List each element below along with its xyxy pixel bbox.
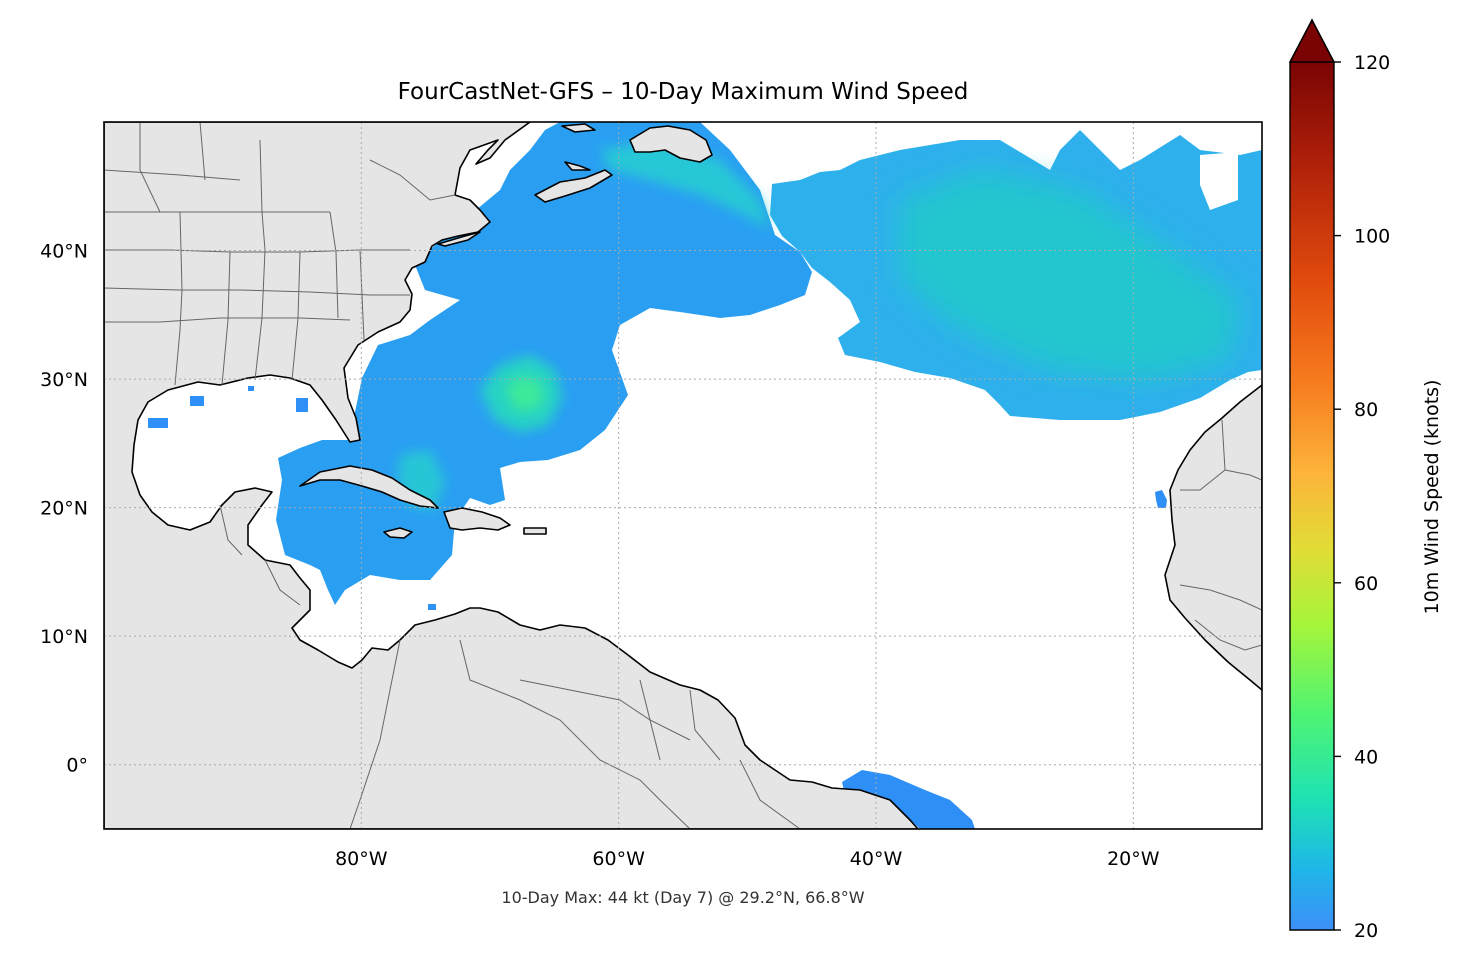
land-anticosti — [561, 123, 596, 133]
land-puerto-rico — [523, 527, 547, 535]
land-north-america — [104, 122, 919, 829]
lon-tick-label: 60°W — [592, 848, 645, 870]
wind-field-spot — [148, 418, 168, 428]
colorbar-extend-arrow — [1288, 18, 1336, 63]
colorbar-tick-label: 60 — [1354, 573, 1378, 595]
land-pei — [564, 161, 591, 171]
wind-field-equatorial — [842, 770, 975, 829]
colorbar-tick-label: 100 — [1354, 226, 1390, 248]
latitude-ticks: 40°N 30°N 20°N 10°N 0° — [40, 241, 88, 777]
longitude-ticks: 80°W 60°W 40°W 20°W — [335, 848, 1160, 870]
colorbar-outline — [1289, 18, 1335, 931]
wind-field-storm-peak — [505, 376, 545, 410]
map-frame — [103, 121, 1263, 830]
gridlines — [104, 122, 1262, 829]
map-title: FourCastNet-GFS – 10-Day Maximum Wind Sp… — [398, 79, 969, 105]
land-africa — [1164, 384, 1262, 691]
land-newfoundland — [629, 125, 713, 163]
wind-field-spot — [428, 604, 436, 610]
land-hispaniola — [443, 507, 511, 531]
colorbar-tick-label: 40 — [1354, 746, 1378, 768]
lat-tick-label: 40°N — [40, 241, 88, 263]
field-gap — [1200, 152, 1238, 210]
wind-field-north-east-core — [900, 170, 1240, 380]
wind-field-cape-verde — [1155, 490, 1167, 508]
colorbar-tick-label: 80 — [1354, 399, 1378, 421]
land — [104, 122, 1262, 829]
land-cuba — [299, 465, 439, 509]
lat-tick-label: 30°N — [40, 369, 88, 391]
lat-tick-label: 0° — [66, 755, 88, 777]
lon-tick-label: 80°W — [335, 848, 388, 870]
wind-field-spot — [190, 396, 204, 406]
colorbar-gradient — [1290, 62, 1334, 930]
land-nova-scotia — [534, 169, 613, 203]
lat-tick-label: 10°N — [40, 626, 88, 648]
lon-tick-label: 40°W — [850, 848, 903, 870]
wind-field-spot — [248, 386, 254, 391]
colorbar: 20 40 60 80 100 120 10m Wind Speed (knots) — [1288, 18, 1443, 942]
colorbar-label: 10m Wind Speed (knots) — [1421, 380, 1443, 615]
colorbar-tick-label: 120 — [1354, 52, 1390, 74]
colorbar-ticks: 20 40 60 80 100 120 — [1334, 52, 1390, 942]
max-wind-footnote: 10-Day Max: 44 kt (Day 7) @ 29.2°N, 66.8… — [501, 888, 864, 907]
lon-tick-label: 20°W — [1107, 848, 1160, 870]
land-long-island — [437, 231, 481, 247]
land-jamaica — [383, 527, 413, 539]
political-borders — [104, 122, 1262, 829]
lat-tick-label: 20°N — [40, 498, 88, 520]
wind-field-spot — [296, 398, 308, 412]
map-panel — [104, 122, 1262, 829]
colorbar-tick-label: 20 — [1354, 920, 1378, 942]
wind-field-gulf-stream-core — [600, 140, 770, 230]
